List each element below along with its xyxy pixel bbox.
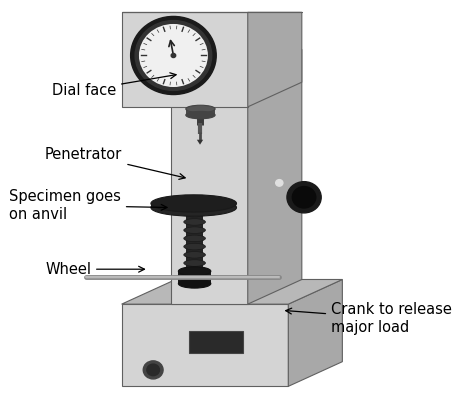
- Polygon shape: [171, 74, 248, 304]
- Ellipse shape: [184, 268, 205, 275]
- Circle shape: [135, 21, 212, 90]
- Circle shape: [171, 53, 176, 58]
- Text: Specimen goes
on anvil: Specimen goes on anvil: [9, 189, 167, 222]
- Circle shape: [131, 16, 216, 95]
- Polygon shape: [122, 304, 288, 386]
- Circle shape: [143, 361, 163, 379]
- Polygon shape: [151, 203, 237, 208]
- Polygon shape: [122, 279, 342, 304]
- Ellipse shape: [151, 199, 237, 216]
- Ellipse shape: [184, 252, 205, 258]
- Circle shape: [292, 187, 316, 208]
- Polygon shape: [122, 12, 248, 107]
- Ellipse shape: [178, 267, 211, 276]
- FancyBboxPatch shape: [189, 331, 243, 353]
- Ellipse shape: [184, 210, 205, 217]
- Polygon shape: [248, 12, 302, 107]
- Text: Dial face: Dial face: [52, 73, 176, 98]
- Circle shape: [276, 180, 283, 186]
- Ellipse shape: [151, 195, 237, 212]
- Ellipse shape: [184, 219, 205, 225]
- Ellipse shape: [184, 243, 205, 250]
- Ellipse shape: [186, 105, 215, 113]
- Polygon shape: [197, 140, 203, 145]
- Ellipse shape: [186, 111, 215, 119]
- Ellipse shape: [184, 227, 205, 233]
- Text: Crank to release
major load: Crank to release major load: [286, 302, 452, 335]
- Polygon shape: [248, 49, 302, 304]
- Polygon shape: [288, 279, 342, 386]
- Circle shape: [287, 182, 321, 213]
- Ellipse shape: [184, 235, 205, 242]
- Text: Wheel: Wheel: [45, 262, 145, 277]
- Polygon shape: [171, 49, 302, 74]
- Circle shape: [140, 25, 207, 86]
- Circle shape: [147, 364, 159, 376]
- Polygon shape: [178, 271, 211, 284]
- Polygon shape: [186, 208, 203, 275]
- Ellipse shape: [184, 260, 205, 266]
- Polygon shape: [186, 109, 215, 115]
- Text: Penetrator: Penetrator: [45, 147, 185, 179]
- Ellipse shape: [178, 279, 211, 288]
